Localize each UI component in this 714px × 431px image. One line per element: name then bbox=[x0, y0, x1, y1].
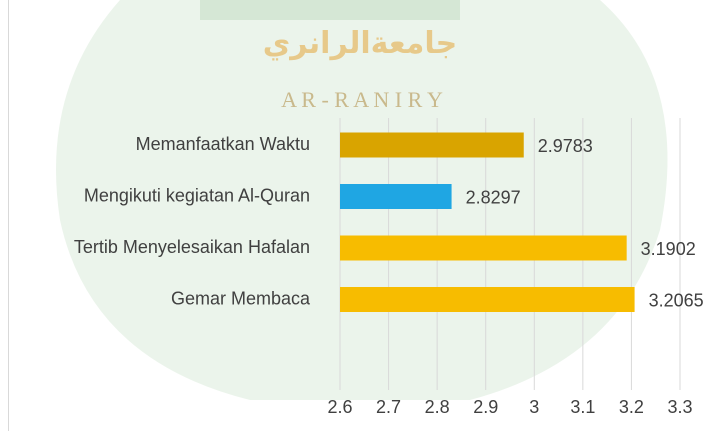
bar bbox=[340, 235, 627, 261]
data-label: 2.8297 bbox=[466, 187, 521, 207]
y-tick-label: Mengikuti kegiatan Al-Quran bbox=[84, 185, 310, 205]
y-tick-label: Memanfaatkan Waktu bbox=[136, 134, 310, 154]
x-tick-label: 3.3 bbox=[667, 397, 692, 417]
plot-area: 2.6 2.7 2.8 2.9 3 3.1 3.2 3.3 Memanfaatkan Waktu… bbox=[74, 118, 704, 417]
x-tick-label: 2.6 bbox=[327, 397, 352, 417]
x-tick-label: 3.2 bbox=[619, 397, 644, 417]
x-tick-label: 3.1 bbox=[570, 397, 595, 417]
watermark-text: A R - R A N I R Y bbox=[281, 87, 443, 112]
x-tick-label: 2.7 bbox=[376, 397, 401, 417]
y-tick-label: Gemar Membaca bbox=[171, 288, 311, 308]
bar bbox=[340, 184, 452, 209]
x-tick-label: 3 bbox=[529, 397, 539, 417]
x-tick-label: 2.9 bbox=[473, 397, 498, 417]
data-label: 3.2065 bbox=[649, 290, 704, 310]
y-tick-label: Tertib Menyelesaikan Hafalan bbox=[74, 237, 310, 257]
watermark-shape bbox=[200, 0, 460, 20]
data-label: 2.9783 bbox=[538, 136, 593, 156]
watermark-text: جامعةالرانري bbox=[263, 27, 458, 60]
chart-border bbox=[8, 0, 9, 431]
x-tick-label: 2.8 bbox=[425, 397, 450, 417]
bar bbox=[340, 132, 524, 158]
data-label: 3.1902 bbox=[641, 239, 696, 259]
bar bbox=[340, 287, 635, 312]
